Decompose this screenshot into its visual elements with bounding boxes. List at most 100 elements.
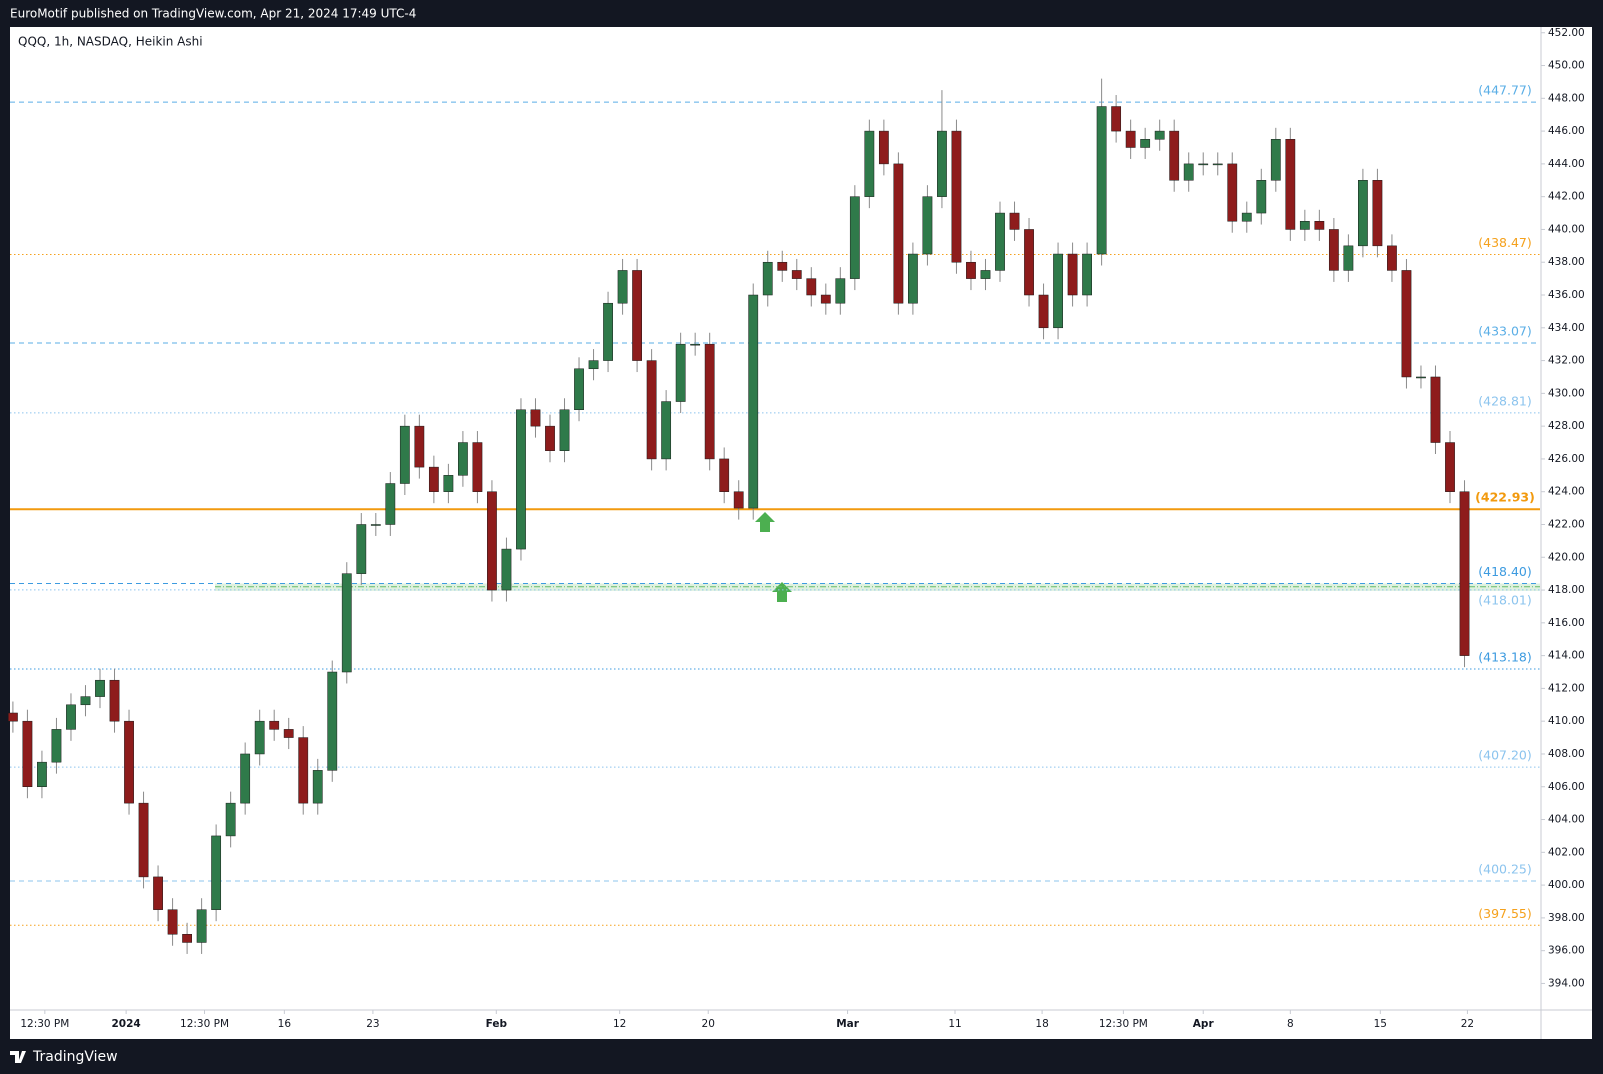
candle-body bbox=[762, 261, 773, 296]
candle-body bbox=[617, 270, 628, 304]
chart-panel bbox=[10, 27, 1592, 1039]
candle bbox=[1358, 168, 1368, 258]
candle bbox=[458, 431, 468, 487]
level-label: (407.20) bbox=[1478, 748, 1532, 763]
candle bbox=[1067, 242, 1078, 307]
candle bbox=[1416, 365, 1426, 389]
candle-body bbox=[1053, 253, 1063, 329]
candle bbox=[1241, 201, 1252, 233]
candle-body bbox=[109, 679, 120, 722]
candle bbox=[153, 865, 163, 922]
candle-body bbox=[1227, 163, 1238, 222]
candle bbox=[269, 709, 280, 741]
candle-body bbox=[1299, 221, 1310, 230]
candle-body bbox=[167, 909, 178, 935]
candle-body bbox=[864, 130, 875, 197]
candle-body bbox=[1212, 163, 1223, 166]
candle-body bbox=[777, 261, 788, 271]
candle bbox=[37, 750, 47, 799]
candle-body bbox=[791, 270, 802, 279]
candle-body bbox=[646, 360, 657, 460]
candle bbox=[1227, 152, 1238, 233]
candle-body bbox=[1140, 139, 1151, 148]
candle-body bbox=[966, 261, 976, 279]
candle bbox=[516, 398, 526, 561]
y-tick-label: 452.00 bbox=[1548, 27, 1585, 39]
candle bbox=[1198, 152, 1209, 176]
candle bbox=[283, 717, 294, 750]
candle-body bbox=[472, 442, 483, 492]
y-tick-label: 422.00 bbox=[1548, 518, 1585, 530]
candle-body bbox=[1270, 139, 1281, 181]
candle bbox=[1024, 217, 1034, 307]
candle bbox=[980, 258, 991, 291]
candle-body bbox=[922, 196, 933, 255]
y-tick-label: 428.00 bbox=[1548, 420, 1585, 432]
candle-body bbox=[385, 483, 396, 525]
candle bbox=[675, 332, 686, 414]
candle-body bbox=[1198, 163, 1209, 166]
x-tick-label: 23 bbox=[366, 1018, 379, 1030]
x-tick-label: 8 bbox=[1287, 1018, 1294, 1030]
candle-body bbox=[937, 130, 947, 197]
candle bbox=[254, 709, 265, 766]
candle-body bbox=[1125, 130, 1136, 148]
candle-body bbox=[1154, 130, 1165, 140]
candle bbox=[1183, 152, 1194, 192]
candle-body bbox=[1009, 212, 1020, 230]
candle-body bbox=[37, 761, 47, 788]
candle-body bbox=[661, 401, 672, 460]
candle bbox=[196, 898, 207, 954]
footer-text: TradingView bbox=[32, 1049, 118, 1065]
candle bbox=[588, 349, 599, 381]
candle bbox=[1256, 168, 1267, 225]
candle bbox=[370, 513, 381, 536]
candle-body bbox=[1183, 163, 1194, 181]
candle-body bbox=[95, 679, 105, 697]
candle-body bbox=[341, 573, 352, 673]
y-tick-label: 424.00 bbox=[1548, 486, 1585, 498]
x-tick-label: 12:30 PM bbox=[180, 1018, 229, 1030]
candle-body bbox=[574, 368, 584, 411]
candle bbox=[966, 250, 976, 291]
candle bbox=[893, 152, 904, 315]
candle-body bbox=[8, 712, 18, 722]
y-tick-label: 442.00 bbox=[1548, 191, 1585, 203]
candle bbox=[414, 414, 425, 479]
candle-body bbox=[733, 491, 744, 509]
arrow-up-icon bbox=[755, 512, 775, 532]
candle-body bbox=[545, 425, 555, 451]
level-label: (418.40) bbox=[1478, 564, 1532, 579]
candle-body bbox=[719, 458, 730, 492]
level-label: (397.55) bbox=[1478, 906, 1532, 921]
candle-body bbox=[603, 302, 613, 361]
candle bbox=[312, 758, 323, 815]
candle bbox=[748, 283, 759, 520]
candle-body bbox=[138, 802, 149, 878]
candle-body bbox=[1445, 442, 1455, 492]
candle-body bbox=[458, 442, 468, 476]
x-tick-label: 20 bbox=[702, 1018, 715, 1030]
candle bbox=[501, 537, 512, 602]
candle bbox=[719, 447, 730, 504]
candle bbox=[138, 791, 149, 889]
candle bbox=[937, 90, 947, 209]
candle-body bbox=[675, 343, 686, 402]
y-tick-label: 432.00 bbox=[1548, 355, 1585, 367]
candle bbox=[8, 701, 18, 733]
candle-body bbox=[196, 909, 207, 943]
candle bbox=[849, 185, 860, 291]
candle bbox=[124, 709, 134, 815]
candle bbox=[1372, 168, 1383, 258]
candle-body bbox=[240, 753, 251, 804]
candle-body bbox=[951, 130, 962, 263]
candle bbox=[1038, 283, 1049, 340]
candle-body bbox=[1430, 376, 1441, 443]
candle bbox=[240, 742, 251, 815]
candle bbox=[1212, 152, 1223, 176]
candle-body bbox=[1387, 245, 1397, 271]
candle-body bbox=[327, 671, 338, 771]
candle bbox=[51, 717, 62, 774]
candle bbox=[1154, 119, 1165, 151]
